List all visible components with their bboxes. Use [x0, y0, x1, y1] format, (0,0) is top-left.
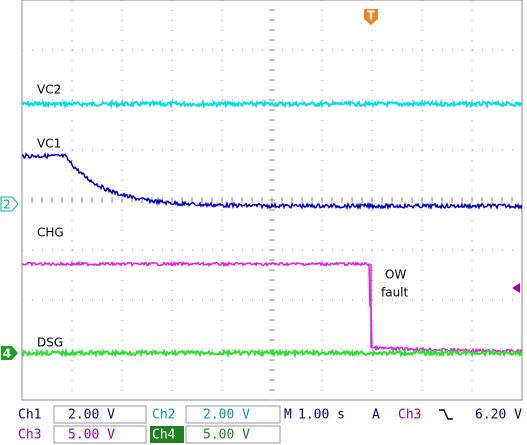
waveform	[21, 98, 523, 110]
trace-label: VC1	[37, 137, 61, 151]
value-box	[53, 425, 147, 444]
trigger-marker	[364, 9, 378, 25]
trigger-mode: A	[372, 408, 380, 423]
trigger-level-marker	[512, 283, 520, 293]
trace-label: VC2	[37, 83, 61, 97]
trace-label: DSG	[37, 336, 63, 350]
ch4-marker	[1, 346, 18, 360]
channel-name: Ch1	[18, 408, 41, 423]
channel-name: Ch4	[152, 428, 176, 443]
trigger-marker-label: T	[367, 9, 376, 23]
channel-scale: 2.00 V	[68, 408, 115, 423]
timebase-label: M	[284, 408, 292, 423]
ch4-marker-label: 4	[3, 347, 11, 361]
channel-scale: 5.00 V	[203, 428, 250, 443]
value-box	[185, 425, 281, 444]
trigger-level: 6.20 V	[475, 408, 522, 423]
channel-name: Ch3	[18, 428, 41, 443]
annotation: fault	[381, 286, 409, 300]
channel-scale: 5.00 V	[68, 428, 115, 443]
ch2-marker-label: 2	[3, 198, 11, 212]
trigger-source: Ch3	[398, 408, 421, 423]
annotation: OW	[385, 268, 406, 282]
falling-edge-icon	[439, 409, 453, 420]
channel-scale: 2.00 V	[203, 408, 250, 423]
ch4-badge	[150, 426, 184, 443]
ch2-marker	[0, 196, 19, 212]
value-box	[53, 405, 147, 424]
timebase-value: 1.00 s	[298, 408, 345, 423]
waveform	[21, 260, 523, 355]
waveform	[21, 347, 523, 359]
waveform	[21, 152, 523, 211]
channel-name: Ch2	[152, 408, 175, 423]
value-box	[185, 405, 281, 424]
trace-label: CHG	[37, 226, 64, 240]
waveforms	[21, 98, 523, 359]
